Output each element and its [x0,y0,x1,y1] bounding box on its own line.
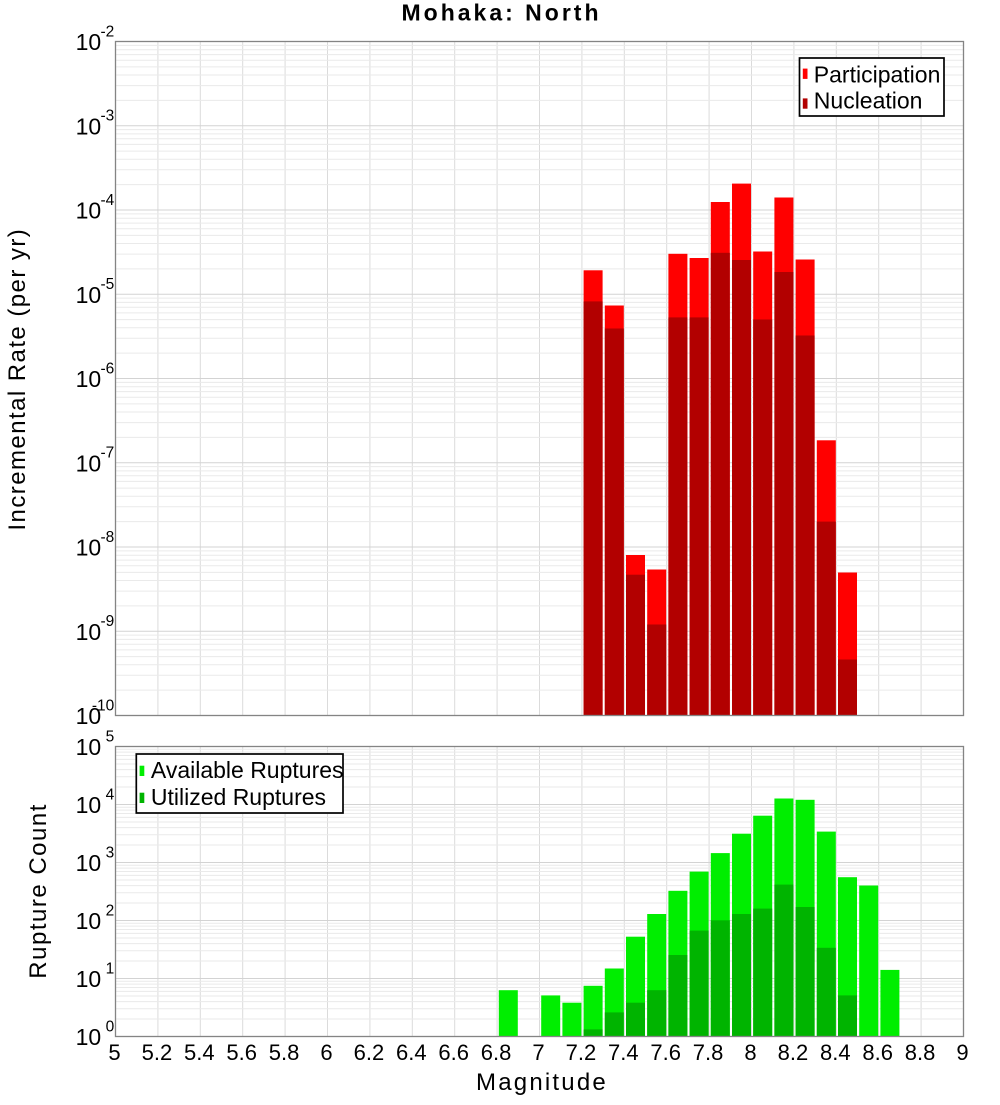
svg-text:-9: -9 [101,613,115,630]
svg-text:10: 10 [76,198,102,224]
svg-text:10: 10 [76,113,102,139]
svg-text:7: 7 [532,1040,544,1065]
svg-text:-7: -7 [101,445,115,462]
svg-text:6.8: 6.8 [481,1040,512,1065]
svg-text:7.2: 7.2 [566,1040,597,1065]
svg-text:2: 2 [106,902,115,919]
svg-text:-8: -8 [101,529,115,546]
svg-text:0: 0 [106,1018,115,1035]
svg-text:5.6: 5.6 [226,1040,257,1065]
svg-text:5: 5 [108,1040,120,1065]
svg-text:6: 6 [320,1040,332,1065]
svg-text:6.6: 6.6 [438,1040,469,1065]
svg-text:Available Ruptures: Available Ruptures [151,757,344,783]
svg-text:-5: -5 [101,276,115,293]
svg-text:Magnitude: Magnitude [476,1069,608,1096]
svg-text:Utilized Ruptures: Utilized Ruptures [151,784,326,810]
svg-text:Participation: Participation [814,61,941,87]
svg-text:8.2: 8.2 [778,1040,809,1065]
svg-text:10: 10 [76,619,102,645]
svg-text:Mohaka: North: Mohaka: North [402,0,602,26]
svg-text:-10: -10 [92,697,115,714]
svg-text:10: 10 [76,792,102,818]
svg-text:7.6: 7.6 [650,1040,681,1065]
svg-text:10: 10 [76,908,102,934]
svg-text:-6: -6 [101,360,115,377]
svg-text:10: 10 [76,450,102,476]
svg-text:10: 10 [76,535,102,561]
svg-text:10: 10 [76,703,102,729]
svg-text:-2: -2 [101,23,115,40]
svg-text:10: 10 [76,1024,102,1050]
svg-text:8.4: 8.4 [820,1040,851,1065]
svg-text:1: 1 [106,960,115,977]
svg-text:5.8: 5.8 [269,1040,300,1065]
svg-text:5.4: 5.4 [184,1040,215,1065]
svg-text:Incremental Rate (per yr): Incremental Rate (per yr) [4,228,31,531]
svg-text:10: 10 [76,966,102,992]
svg-text:10: 10 [76,366,102,392]
svg-text:-3: -3 [101,108,115,125]
svg-text:7.8: 7.8 [693,1040,724,1065]
svg-text:9: 9 [956,1040,968,1065]
svg-text:3: 3 [106,844,115,861]
svg-text:Nucleation: Nucleation [814,88,923,114]
svg-text:Rupture Count: Rupture Count [25,803,52,979]
svg-text:-4: -4 [101,192,115,209]
svg-text:8.8: 8.8 [905,1040,936,1065]
svg-text:8.6: 8.6 [862,1040,893,1065]
svg-text:10: 10 [76,29,102,55]
svg-text:6.2: 6.2 [354,1040,385,1065]
svg-text:7.4: 7.4 [608,1040,639,1065]
svg-text:4: 4 [106,786,115,803]
svg-text:8: 8 [744,1040,756,1065]
svg-text:10: 10 [76,282,102,308]
svg-text:10: 10 [76,734,102,760]
svg-text:5: 5 [106,728,115,745]
svg-text:6.4: 6.4 [396,1040,427,1065]
svg-text:5.2: 5.2 [142,1040,173,1065]
svg-text:10: 10 [76,850,102,876]
